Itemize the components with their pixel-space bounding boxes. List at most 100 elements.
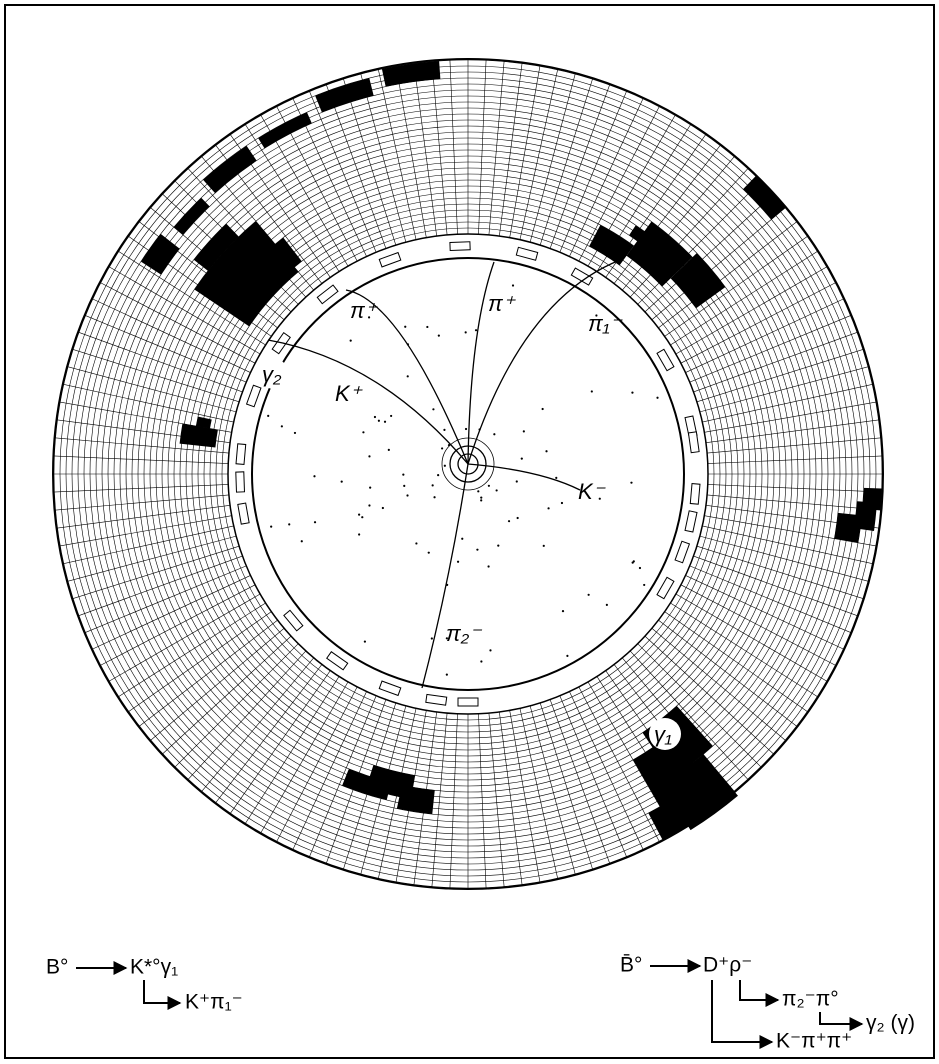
photon-marker: [649, 718, 681, 750]
counter: [570, 267, 594, 286]
radial-line: [54, 494, 229, 511]
hit-dot: [443, 428, 446, 431]
calorimeter-hit: [173, 197, 210, 235]
calorimeter-hit: [834, 512, 862, 543]
radial-line: [519, 68, 559, 240]
hit-dot: [443, 464, 446, 467]
calorimeter-hit: [252, 237, 302, 287]
hit-dot: [313, 521, 317, 524]
radial-line: [215, 664, 323, 804]
radial-line: [56, 505, 231, 529]
hit-dot: [349, 339, 352, 342]
radial-line: [149, 628, 285, 741]
radial-line: [509, 65, 541, 238]
radial-line: [696, 348, 864, 403]
hit-dot: [511, 284, 515, 287]
hit-dot: [361, 516, 364, 519]
track: [467, 261, 495, 465]
hit-dot: [477, 490, 480, 493]
hit-dot: [437, 334, 440, 337]
radial-line: [108, 593, 261, 682]
hit-dot: [598, 497, 601, 500]
radial-line: [578, 686, 660, 843]
hit-dot: [493, 433, 496, 436]
track-label: K⁻: [578, 479, 607, 504]
radial-line: [707, 484, 883, 493]
hit-dot: [480, 660, 483, 663]
radial-line: [704, 401, 877, 433]
hit-dot: [363, 640, 366, 643]
calorimeter-hit: [203, 145, 257, 194]
radial-line: [431, 60, 448, 235]
hit-dot: [445, 673, 448, 676]
hit-dot: [476, 548, 479, 551]
radial-line: [509, 710, 541, 883]
decay-parent: B̄°: [620, 953, 642, 976]
hit-dot: [595, 314, 598, 317]
radial-line: [629, 167, 749, 298]
hit-dot: [630, 481, 633, 484]
radial-line: [229, 670, 331, 815]
radial-line: [549, 83, 611, 249]
hit-dot: [404, 325, 407, 328]
hit-dot: [358, 533, 361, 536]
radial-line: [675, 593, 828, 682]
hit-dot: [461, 537, 464, 540]
hit-dot: [402, 473, 405, 476]
hit-dot: [590, 390, 593, 393]
radial-line: [613, 144, 721, 284]
hit-dot: [373, 415, 377, 419]
radial-line: [67, 366, 237, 413]
calorimeter-hit: [179, 423, 218, 448]
calorimeter-hit: [589, 225, 634, 266]
counter: [689, 483, 701, 505]
hit-dot: [474, 329, 478, 332]
counter: [515, 246, 539, 261]
radial-line: [549, 699, 611, 865]
radial-line: [377, 68, 417, 240]
hit-dot: [522, 430, 525, 433]
radial-line: [72, 348, 240, 403]
hit-dot: [643, 583, 646, 587]
counter: [684, 510, 698, 533]
counter: [425, 693, 448, 706]
hit-dot: [566, 654, 569, 657]
radial-line: [187, 650, 307, 781]
hit-dot: [362, 431, 365, 434]
calorimeter-hit: [629, 225, 661, 254]
radial-line: [276, 686, 358, 843]
calorimeter-hit: [670, 253, 726, 309]
hit-dot: [515, 480, 518, 483]
hit-dot: [313, 475, 316, 478]
radial-line: [693, 555, 859, 617]
hit-dot: [433, 496, 436, 499]
hit-dot: [406, 494, 409, 497]
hit-dot: [480, 499, 483, 502]
calorimeter-hit: [648, 792, 701, 841]
hit-dot: [520, 457, 523, 460]
hit-dot: [377, 419, 380, 422]
radial-line: [670, 250, 819, 346]
radial-line: [138, 619, 278, 727]
hit-dot: [288, 523, 291, 526]
hit-dot: [464, 331, 467, 334]
hit-dot: [390, 414, 393, 418]
hit-dot: [587, 593, 590, 596]
radial-line: [702, 525, 874, 565]
hit-dot: [437, 474, 440, 477]
radial-line: [488, 713, 505, 888]
counter: [674, 540, 691, 564]
radial-line: [689, 565, 852, 634]
hit-dot: [632, 560, 635, 563]
radial-line: [360, 73, 407, 243]
radial-line: [308, 90, 377, 253]
track-label: π₁⁻: [588, 311, 624, 336]
radial-line: [664, 611, 809, 713]
radial-line: [77, 555, 243, 617]
hit-dot: [555, 476, 558, 479]
hit-dot: [541, 407, 544, 411]
radial-line: [84, 314, 247, 383]
counter: [449, 241, 471, 252]
hit-dot: [480, 496, 483, 499]
